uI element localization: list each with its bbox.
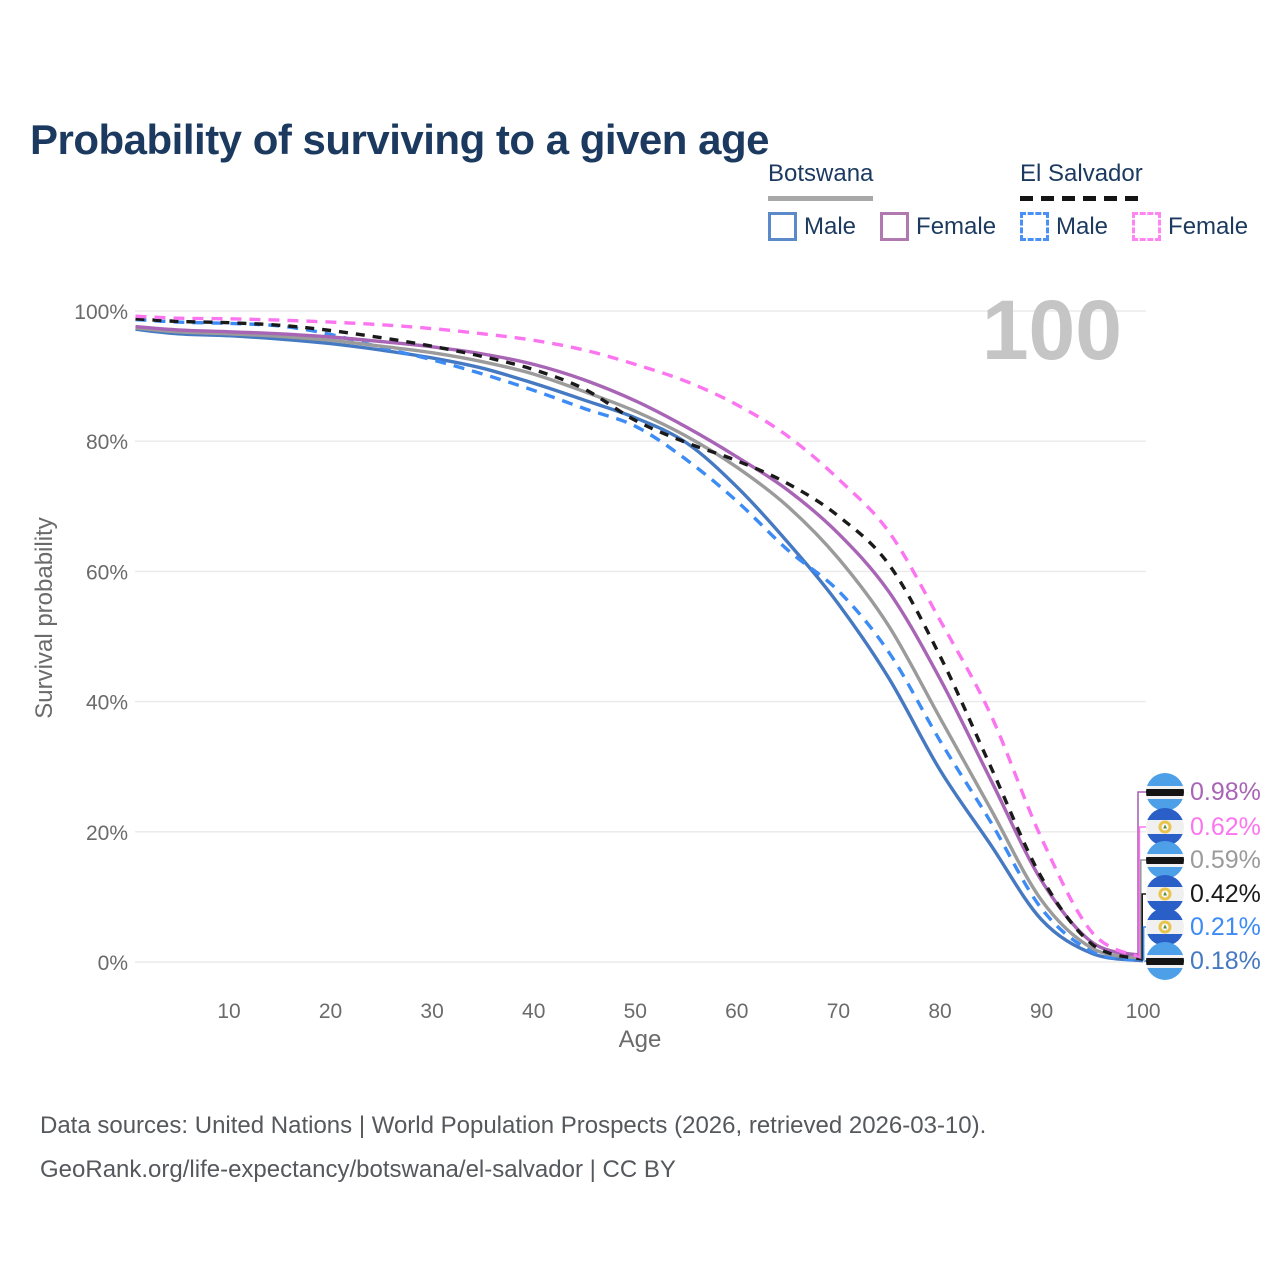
chart-legend: Botswana Male Female El Salvador Male Female	[0, 160, 1280, 270]
legend-items: Male Female	[768, 212, 996, 241]
legend-item-label: Female	[916, 212, 997, 240]
line-botswana-female	[135, 324, 1144, 958]
legend-line-sample-dashed	[1020, 196, 1143, 201]
y-tick-20: 20%	[86, 822, 128, 845]
y-tick-80: 80%	[86, 431, 128, 454]
legend-title: Botswana	[768, 160, 874, 187]
legend-header-botswana[interactable]: Botswana	[768, 160, 874, 201]
line-el-salvador-female	[135, 314, 1144, 960]
x-tick-20: 20	[319, 1000, 342, 1023]
legend-item-label: Male	[1056, 212, 1109, 240]
legend-title: El Salvador	[1020, 160, 1143, 187]
legend-item-el-salvador-female[interactable]: Female	[1132, 212, 1248, 241]
legend-swatch-dashed	[1020, 212, 1049, 241]
legend-swatch-dashed	[1132, 212, 1162, 241]
x-tick-90: 90	[1030, 1000, 1053, 1023]
legend-line-sample-solid	[768, 196, 874, 201]
x-tick-40: 40	[522, 1000, 545, 1023]
y-tick-40: 40%	[86, 692, 128, 715]
line-botswana-male	[135, 327, 1144, 963]
x-tick-60: 60	[725, 1000, 748, 1023]
x-tick-50: 50	[624, 1000, 647, 1023]
y-tick-0: 0%	[98, 952, 128, 975]
y-axis-label: Survival probability	[31, 517, 58, 718]
attribution-line: GeoRank.org/life-expectancy/botswana/el-…	[40, 1156, 676, 1183]
x-tick-30: 30	[420, 1000, 443, 1023]
x-tick-100: 100	[1126, 1000, 1161, 1023]
end-connector-1	[1138, 826, 1146, 958]
end-connector-4	[1142, 926, 1146, 961]
x-tick-80: 80	[928, 1000, 951, 1023]
legend-group-botswana: Botswana Male Female	[768, 160, 996, 241]
legend-header-el-salvador[interactable]: El Salvador	[1020, 160, 1143, 201]
legend-item-botswana-female[interactable]: Female	[880, 212, 996, 241]
legend-item-el-salvador-male[interactable]: Male	[1020, 212, 1108, 241]
legend-item-botswana-male[interactable]: Male	[768, 212, 856, 241]
y-tick-100: 100%	[74, 301, 128, 324]
footer: Data sources: United Nations | World Pop…	[40, 1104, 986, 1192]
x-tick-70: 70	[827, 1000, 850, 1023]
x-axis-label: Age	[619, 1026, 662, 1053]
end-connector-0	[1137, 791, 1146, 956]
legend-item-label: Male	[804, 212, 857, 240]
y-tick-60: 60%	[86, 561, 128, 584]
line-botswana-both-sexes	[135, 326, 1144, 960]
legend-items: Male Female	[1020, 212, 1248, 241]
data-sources-line: Data sources: United Nations | World Pop…	[40, 1112, 987, 1139]
end-connector-2	[1140, 859, 1146, 959]
legend-swatch-solid	[768, 212, 797, 241]
line-el-salvador-both-sexes	[135, 317, 1144, 961]
line-el-salvador-male	[135, 317, 1144, 963]
legend-swatch-solid	[880, 212, 910, 241]
legend-item-label: Female	[1168, 212, 1249, 240]
x-tick-10: 10	[217, 1000, 240, 1023]
end-connector-3	[1141, 893, 1146, 960]
age-counter-watermark: 100	[982, 283, 1122, 377]
page-title: Probability of surviving to a given age	[30, 116, 769, 164]
legend-group-el-salvador: El Salvador Male Female	[1020, 160, 1248, 241]
